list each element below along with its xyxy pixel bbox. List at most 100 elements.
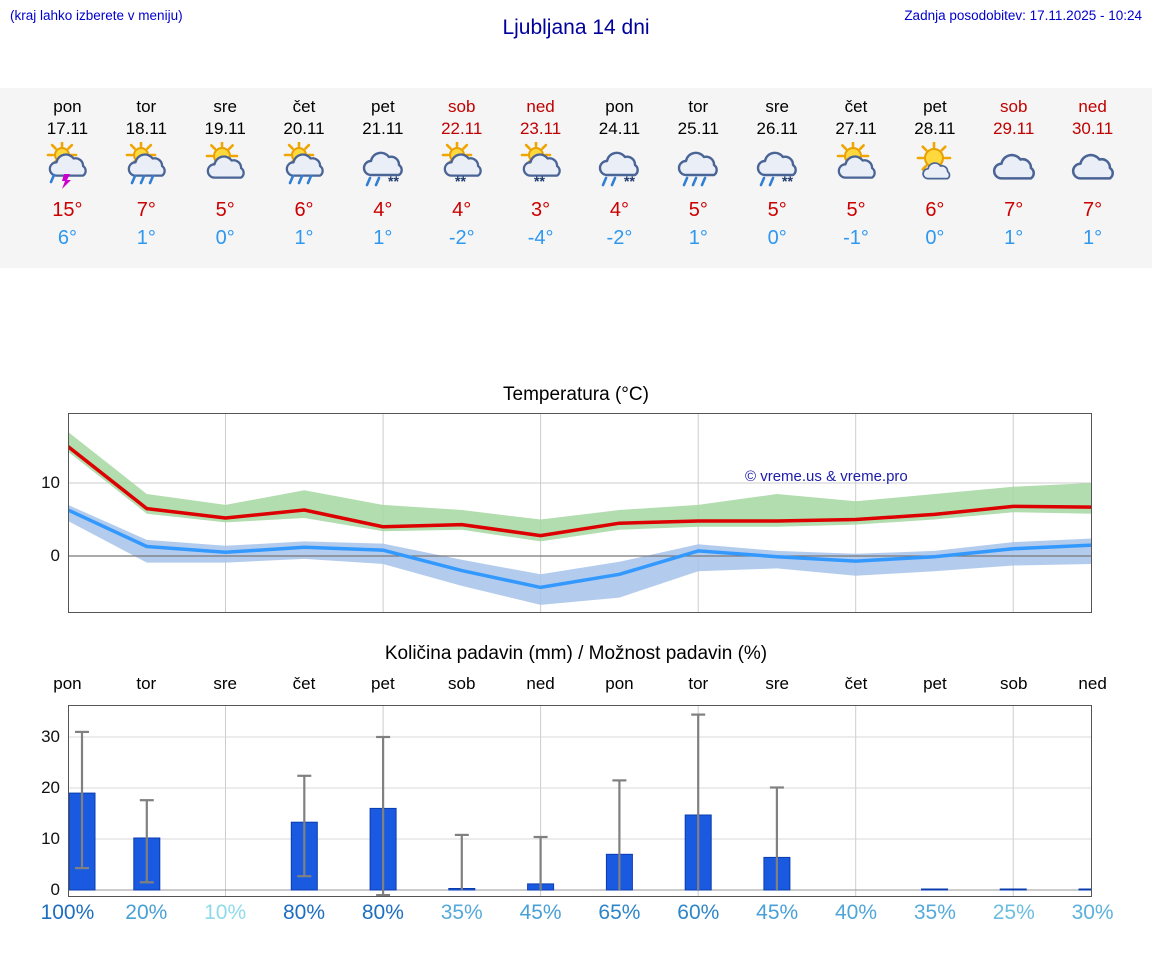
cloud-rain-snow-icon: ** [362,151,403,189]
day-column: tor 18.11 7° 1° [107,96,186,268]
day-date: 27.11 [835,119,877,138]
low-temp: -1° [843,227,869,249]
day-date: 24.11 [598,119,641,138]
svg-text:**: ** [624,173,635,189]
day-name: čet [292,97,316,116]
day-column: sre 19.11 5° 0° [186,96,265,268]
day-name: tor [136,97,157,116]
day-date: 19.11 [204,119,246,138]
day-name: sob [448,97,476,116]
precip-probability: 80% [282,901,326,924]
day-date: 29.11 [993,119,1035,138]
day-column: sre 26.11 ** 5° 0° [738,96,817,268]
day-name: sob [1000,97,1028,116]
day-column: pet 21.11 ** 4° 1° [343,96,422,268]
high-temp: 5° [688,199,708,221]
weather-icon: ** [501,139,580,196]
sun-cloud-icon [205,139,245,179]
svg-text:**: ** [455,173,466,189]
svg-text:**: ** [782,173,793,189]
weather-icon [895,140,974,196]
low-temp: 0° [215,227,235,249]
day-name: pet [923,97,947,116]
precipitation-chart-title: Količina padavin (mm) / Možnost padavin … [384,643,768,664]
precip-probability: 10% [204,901,247,924]
day-label: čet [844,674,868,693]
day-date: 22.11 [441,119,483,138]
day-label: sob [448,674,476,693]
day-label: sre [213,674,237,693]
page-title: Ljubljana 14 dni [502,16,650,39]
sun-cloud-icon [836,139,876,179]
day-date: 28.11 [914,119,956,138]
cloud-rain-snow-icon: ** [599,151,640,189]
low-temp: 1° [294,227,314,249]
high-temp: 7° [136,199,156,221]
day-date: 18.11 [125,119,167,138]
day-name: pet [371,97,395,116]
day-column: sob 29.11 7° 1° [974,96,1053,268]
weather-icon [817,139,896,196]
cloud-rain-snow-icon: ** [756,151,798,189]
day-label: pon [605,674,634,693]
day-name: ned [526,97,555,116]
precip-probability: 25% [992,901,1035,924]
day-date: 26.11 [756,119,798,138]
low-temp: 0° [767,227,787,249]
high-temp: 6° [925,199,945,221]
day-label: pet [923,674,947,693]
sun-cloud-thunder-icon [47,139,88,189]
temperature-chart-title: Temperatura (°C) [503,384,649,405]
high-temp: 6° [294,199,314,221]
y-tick-label: 0 [50,880,60,899]
day-column: čet 20.11 6° 1° [265,96,344,268]
precip-probability: 60% [677,901,720,924]
precip-probability: 45% [756,901,799,924]
y-tick-label: 0 [50,546,60,565]
svg-text:**: ** [534,173,545,189]
precip-percent-row: 100% 20% 10% 80% 80% 35% 45% 65% 60% 45% 40% 35% 25%… [0,901,1152,925]
high-temp: 5° [767,199,787,221]
mostly-sunny-icon [916,140,952,180]
day-name: čet [844,97,868,116]
weather-icon [107,139,186,196]
high-temp: 7° [1004,199,1024,221]
day-column: pon 17.11 15° 6° [28,96,107,268]
precip-probability: 20% [125,901,168,924]
day-column: ned 30.11 7° 1° [1053,96,1132,268]
day-column: pet 28.11 6° 0° [895,96,974,268]
day-label: sob [1000,674,1028,693]
high-temp: 4° [609,199,629,221]
cloud-rain-icon [678,151,719,187]
day-name: ned [1078,97,1107,116]
high-temp: 3° [531,199,551,221]
precip-probability: 35% [440,901,483,924]
high-temp: 4° [452,199,472,221]
high-temp: 7° [1083,199,1103,221]
day-name: sre [213,97,237,116]
cloudy-icon [992,153,1035,180]
day-date: 20.11 [283,119,325,138]
low-temp: 1° [1083,227,1103,249]
precip-probability: 65% [598,901,641,924]
high-temp: 5° [846,199,866,221]
sun-cloud-rain-icon [283,139,324,185]
low-temp: 6° [57,227,77,249]
day-name: pon [605,97,634,116]
day-column: čet 27.11 5° -1° [817,96,896,268]
day-label: ned [526,674,555,693]
day-date: 21.11 [362,119,404,138]
precip-probability: 45% [519,901,562,924]
cloudy-icon [1071,153,1114,180]
day-name: tor [688,97,709,116]
y-tick-label: 30 [41,727,60,746]
precipitation-chart [68,705,1092,897]
forecast-strip: pon 17.11 15° 6° tor 18.11 7° 1° sre 19.11 5° 0° čet… [0,88,1152,268]
precip-day-labels: pon tor sre čet pet sob ned pon tor sre čet pet sob n… [0,674,1152,694]
low-temp: -4° [527,227,554,249]
temperature-chart [68,413,1092,613]
weather-icon [28,139,107,196]
weather-icon [265,139,344,196]
high-temp: 15° [52,199,83,221]
